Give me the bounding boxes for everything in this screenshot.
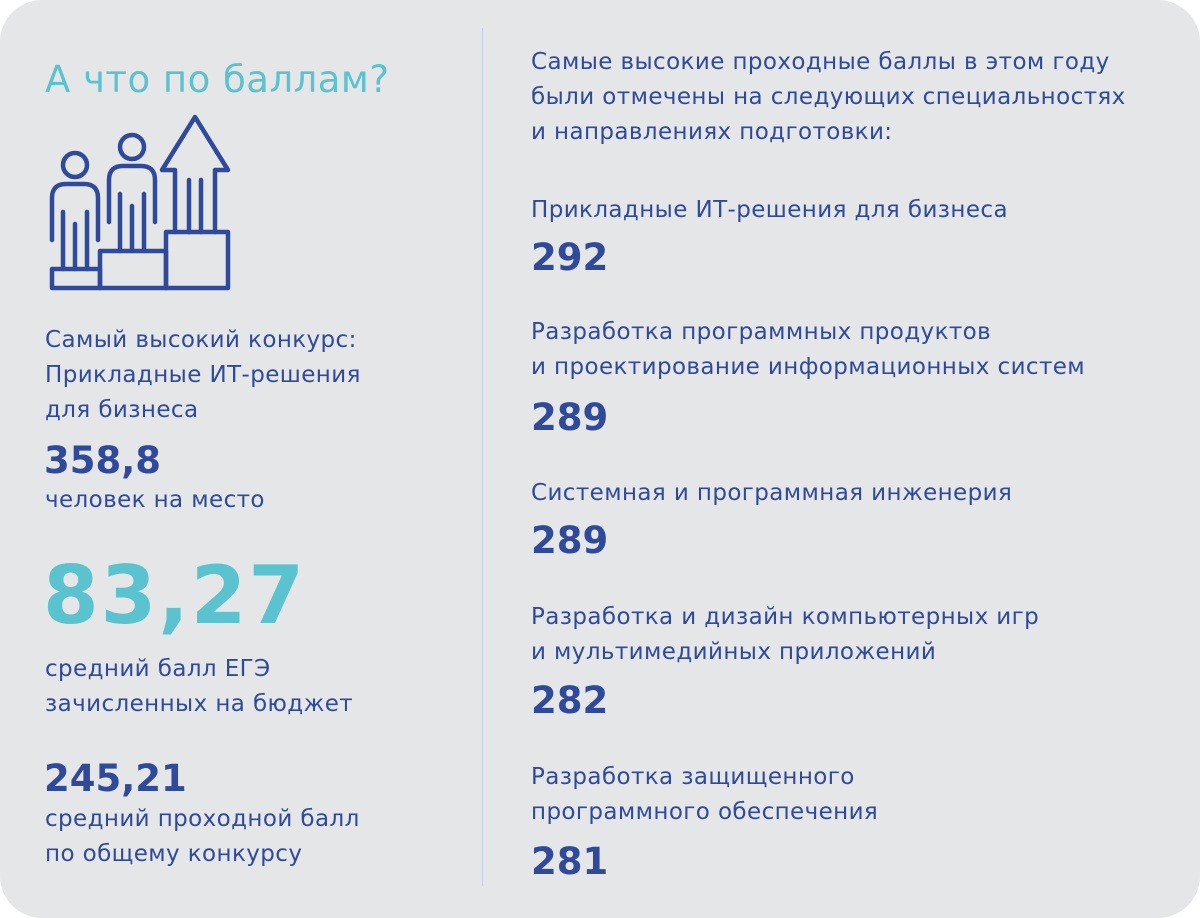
program-name: Прикладные ИТ-решения для бизнеса xyxy=(531,197,1008,223)
average-passing-score-value: 245,21 xyxy=(44,757,187,800)
program-name: Разработка и дизайн компьютерных игр и м… xyxy=(531,604,1040,665)
podium-people-arrow-up-icon xyxy=(49,114,231,291)
program-name: Системная и программная инженерия xyxy=(531,480,1013,506)
program-score: 282 xyxy=(531,679,609,722)
highest-contest-unit: человек на место xyxy=(45,487,265,513)
column-divider xyxy=(482,28,483,886)
average-ege-score-value: 83,27 xyxy=(43,549,307,642)
program-score: 281 xyxy=(531,840,609,883)
highest-contest-value: 358,8 xyxy=(44,439,162,482)
program-score: 289 xyxy=(531,519,609,562)
highest-contest-label: Самый высокий конкурс: Прикладные ИТ-реш… xyxy=(45,327,361,423)
average-passing-score-label: средний проходной балл по общему конкурс… xyxy=(45,806,360,867)
program-score: 289 xyxy=(531,396,609,439)
program-name: Разработка программных продуктов и проек… xyxy=(531,319,1086,380)
program-name: Разработка защищенного программного обес… xyxy=(531,764,879,825)
average-ege-score-label: средний балл ЕГЭ зачисленных на бюджет xyxy=(45,656,354,717)
intro-text: Самые высокие проходные баллы в этом год… xyxy=(531,49,1126,145)
program-score: 292 xyxy=(531,236,609,279)
section-title: А что по баллам? xyxy=(45,58,390,101)
